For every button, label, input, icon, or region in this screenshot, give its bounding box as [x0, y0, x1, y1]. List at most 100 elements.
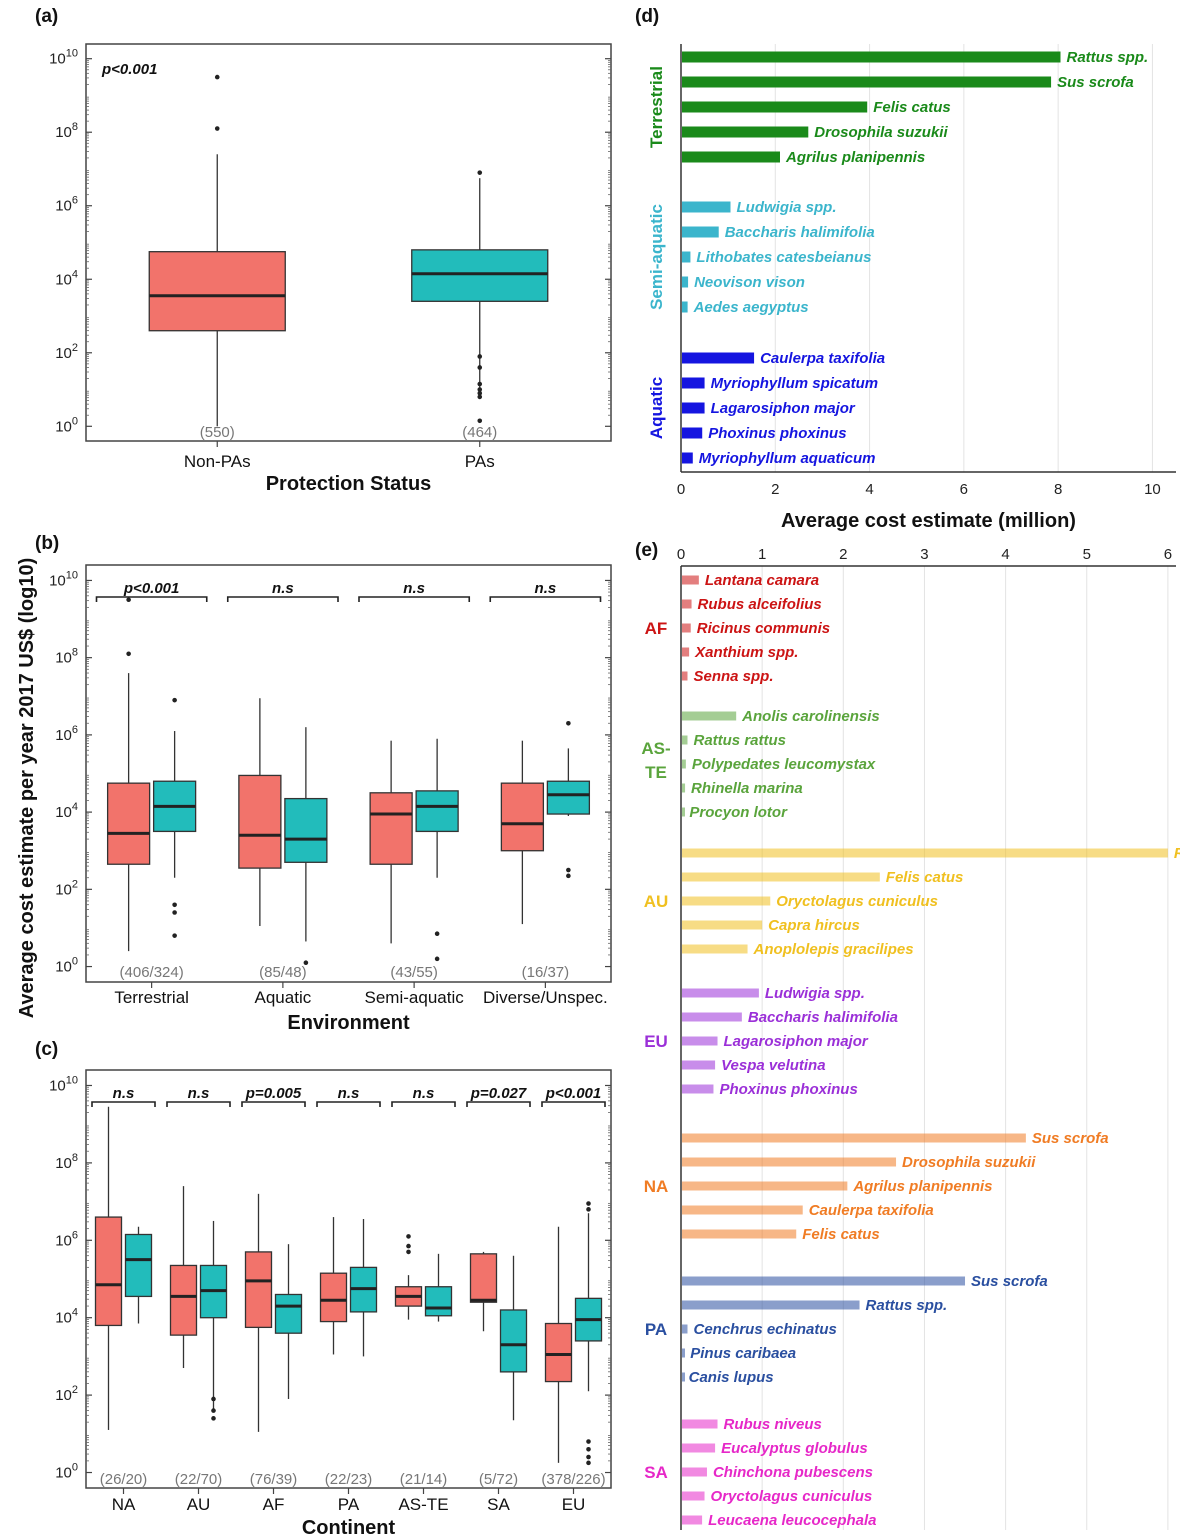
y-tick-label: 1010 — [49, 1074, 78, 1094]
bar — [682, 711, 737, 721]
species-label: Rattus spp. — [866, 1297, 948, 1314]
outlier-point — [477, 394, 483, 400]
bar — [682, 988, 759, 998]
box-pa — [424, 1286, 453, 1317]
category-label: AS-TE — [398, 1495, 448, 1514]
x-tick-label: 4 — [865, 481, 873, 498]
species-label: Baccharis halimifolia — [725, 224, 875, 241]
bar — [682, 759, 686, 769]
significance-label: n.s — [338, 1085, 360, 1102]
outlier-point — [477, 170, 483, 175]
bar — [682, 872, 880, 882]
species-label: Pinus caribaea — [690, 1345, 796, 1362]
category-label: Aquatic — [255, 988, 312, 1007]
bar — [682, 671, 688, 681]
group-label: Terrestrial — [647, 66, 666, 148]
panel-label: (a) — [35, 6, 58, 27]
bar — [682, 735, 688, 745]
group-label: NA — [644, 1177, 669, 1196]
significance-bracket — [226, 596, 339, 602]
significance-bracket — [541, 1101, 606, 1107]
species-label: Agrilus planipennis — [852, 1178, 992, 1195]
plot-frame — [85, 1069, 612, 1489]
sample-count: (22/23) — [325, 1471, 373, 1488]
species-label: Felis catus — [886, 869, 964, 886]
bar — [682, 1084, 714, 1094]
x-tick-label: 10 — [1144, 481, 1161, 498]
x-axis-title: Average cost estimate (million) — [781, 510, 1076, 532]
species-label: Canis lupus — [689, 1369, 774, 1386]
species-label: Neovison vison — [694, 274, 805, 291]
species-label: Phoxinus phoxinus — [719, 1081, 857, 1098]
panel-label: (d) — [635, 6, 659, 27]
significance-bracket — [466, 1101, 531, 1107]
category-label: Terrestrial — [114, 988, 189, 1007]
bar — [682, 301, 688, 313]
bar — [682, 1372, 685, 1382]
box-non_pa — [469, 1253, 498, 1303]
species-label: Felis catus — [802, 1226, 880, 1243]
outlier-point — [477, 418, 483, 424]
species-label: Drosophila suzukii — [902, 1154, 1036, 1171]
p-value-annotation: p<0.001 — [101, 61, 157, 78]
y-tick-label: 106 — [55, 724, 78, 744]
x-tick-label: 5 — [1083, 546, 1091, 563]
x-tick-label: 0 — [677, 481, 685, 498]
sample-count: (22/70) — [175, 1471, 223, 1488]
plot-frame — [85, 564, 612, 983]
y-tick-label: 100 — [55, 956, 78, 976]
bar — [682, 1181, 848, 1191]
bar — [682, 1276, 966, 1286]
significance-label: p=0.005 — [245, 1085, 302, 1102]
outlier-point — [214, 74, 220, 80]
bar — [682, 1467, 707, 1477]
y-tick-label: 106 — [55, 195, 78, 215]
box-non_pa — [106, 782, 151, 865]
outlier-point — [566, 867, 571, 873]
category-label: Diverse/Unspec. — [483, 988, 608, 1007]
x-axis-title: Continent — [302, 1517, 396, 1539]
bar — [682, 647, 690, 657]
outlier-point — [434, 931, 440, 937]
bar — [682, 427, 703, 439]
significance-label: p=0.027 — [470, 1085, 527, 1102]
species-label: Phoxinus phoxinus — [708, 425, 846, 442]
species-label: Ricinus communis — [697, 620, 830, 637]
y-tick-label: 108 — [55, 1152, 78, 1172]
y-tick-label: 104 — [55, 1307, 78, 1327]
species-label: Agrilus planipennis — [785, 149, 925, 166]
category-label: PA — [338, 1495, 360, 1514]
species-label: Rhinella marina — [691, 780, 803, 797]
significance-label: n.s — [188, 1085, 210, 1102]
species-label: Eucalyptus globulus — [721, 1440, 868, 1457]
significance-label: n.s — [113, 1085, 135, 1102]
box-non_pa — [148, 251, 286, 332]
y-tick-label: 104 — [55, 801, 78, 821]
species-label: Felis catus — [873, 99, 951, 116]
bar — [682, 352, 755, 364]
species-label: Xanthium spp. — [694, 644, 798, 661]
panel-c: (c) 100 102 104 106 108 1010 NA (26/20) n.s AU (22/… — [35, 1039, 612, 1539]
y-tick-label: 100 — [55, 415, 78, 435]
species-label: Senna spp. — [693, 668, 773, 685]
outlier-point — [172, 902, 177, 908]
species-label: Vespa velutina — [721, 1057, 826, 1074]
bar — [682, 1515, 703, 1525]
outlier-point — [126, 597, 131, 603]
species-label: Caulerpa taxifolia — [809, 1202, 934, 1219]
box-pa — [274, 1293, 303, 1334]
box-non_pa — [169, 1264, 198, 1336]
y-tick-label: 100 — [55, 1462, 78, 1482]
outlier-point — [214, 126, 220, 131]
box-pa — [499, 1309, 528, 1373]
outlier-point — [172, 933, 177, 938]
species-label: Oryctolagus cuniculus — [711, 1488, 873, 1505]
bar — [682, 251, 691, 263]
bar — [682, 51, 1061, 63]
outlier-point — [211, 1416, 216, 1421]
bar — [682, 1229, 797, 1239]
outlier-point — [586, 1201, 591, 1206]
outlier-point — [211, 1408, 216, 1413]
box-non_pa — [319, 1272, 348, 1323]
group-label: SA — [644, 1463, 668, 1482]
